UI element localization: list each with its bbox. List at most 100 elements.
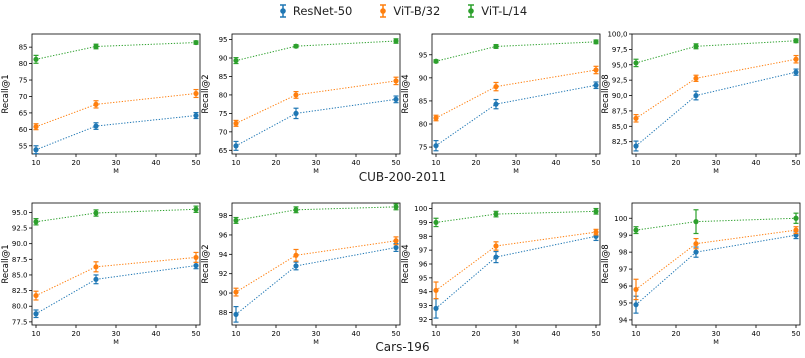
data-point-vit-l-14 [93,43,99,50]
y-axis-label: Recall@2 [201,244,211,283]
data-point-vit-l-14 [433,58,439,64]
vitb32-swatch-icon [380,4,387,18]
data-point-resnet-50 [293,110,299,116]
data-point-vit-l-14 [493,211,499,217]
y-tick-label: 65 [219,147,228,155]
data-point-vit-l-14 [633,60,639,66]
data-point-vit-b-32 [593,229,599,235]
legend-item-vitb32: ViT-B/32 [378,4,440,18]
data-point-resnet-50 [193,112,199,119]
y-tick-label: 85.0 [12,271,28,279]
x-tick-label: 40 [352,159,361,167]
y-tick-label: 92.5 [12,225,28,233]
y-tick-label: 82.5 [12,287,28,295]
data-point-vit-l-14 [433,219,439,226]
x-tick-label: 40 [152,159,161,167]
vitl14-swatch-icon [468,4,475,18]
y-tick-label: 65 [19,109,28,117]
resnet50-swatch-icon [279,4,286,18]
x-tick-label: 50 [392,330,401,338]
series-line-vit-l-14 [635,217,797,231]
panel-cub-200-2011-recall-8: 10 20 30 40 50 82,5 85,0 87,5 90,0 92,5 95,0 97,5 10… [601,31,800,176]
data-point-resnet-50 [493,101,499,107]
x-tick-label: 30 [312,159,321,167]
y-tick-label: 90.0 [12,240,28,248]
y-tick-label: 55 [19,142,28,150]
x-tick-label: 50 [392,159,401,167]
series-line-vit-b-32 [435,69,597,119]
y-tick-label: 85,0 [612,123,628,131]
y-tick-label: 85 [219,73,228,81]
y-tick-label: 80.0 [12,303,28,311]
data-point-vit-l-14 [793,215,799,221]
data-point-vit-l-14 [693,219,699,225]
data-point-resnet-50 [433,143,439,149]
x-tick-label: 40 [752,159,761,167]
row-title-cub: CUB-200-2011 [358,170,447,184]
y-tick-label: 100 [414,205,427,213]
data-point-resnet-50 [93,276,99,282]
data-point-resnet-50 [93,123,99,129]
data-point-resnet-50 [493,254,499,260]
y-tick-label: 96 [419,261,428,269]
y-tick-label: 100 [614,215,627,223]
series-line-vit-b-32 [35,256,197,297]
data-point-vit-l-14 [93,210,99,216]
series-line-vit-l-14 [35,42,197,60]
panel-cars-196-recall-4: 10 20 30 40 50 92 93 94 95 96 97 98 99 100 M Recall@4 [401,202,600,346]
series-line-vit-l-14 [635,40,797,64]
x-tick-label: 30 [312,330,321,338]
data-point-vit-b-32 [493,84,499,90]
series-line-resnet-50 [235,247,397,315]
series-line-vit-b-32 [635,58,797,119]
series-line-vit-b-32 [235,80,397,124]
data-point-vit-b-32 [293,92,299,98]
x-tick-label: 20 [272,330,281,338]
x-axis-label: M [113,167,119,175]
data-point-resnet-50 [433,305,439,311]
x-tick-label: 20 [472,330,481,338]
data-point-vit-b-32 [693,75,699,81]
data-point-resnet-50 [693,249,699,255]
data-point-resnet-50 [33,147,39,153]
x-tick-label: 50 [592,159,601,167]
data-point-vit-l-14 [633,227,639,233]
series-line-vit-l-14 [435,41,597,62]
x-tick-label: 30 [112,159,121,167]
y-tick-label: 80 [419,121,428,129]
panel-cub-200-2011-recall-1: 10 20 30 40 50 55 60 65 70 75 80 85 M Recall@1 [1,33,200,175]
x-axis-label: M [313,338,319,346]
x-tick-label: 30 [712,330,721,338]
x-tick-label: 20 [72,159,81,167]
data-point-vit-b-32 [793,56,799,62]
series-line-vit-l-14 [35,208,197,223]
y-tick-label: 95 [619,299,628,307]
x-tick-label: 10 [632,330,641,338]
data-point-vit-b-32 [33,292,39,299]
data-point-vit-b-32 [493,243,499,249]
data-point-vit-b-32 [433,287,439,293]
y-tick-label: 85 [419,97,428,105]
data-point-resnet-50 [793,69,799,75]
y-tick-label: 82,5 [612,138,628,146]
y-tick-label: 95 [219,36,228,44]
x-tick-label: 10 [32,159,41,167]
x-tick-label: 20 [272,159,281,167]
data-point-vit-b-32 [193,254,199,261]
x-tick-label: 20 [72,330,81,338]
y-axis-label: Recall@8 [601,74,611,113]
legend-item-vitl14: ViT-L/14 [466,4,527,18]
series-line-resnet-50 [635,71,797,147]
y-tick-label: 90 [219,290,228,298]
y-tick-label: 88 [219,309,228,317]
axes-frame [431,33,601,155]
y-tick-label: 92,5 [612,77,628,85]
y-tick-label: 70 [19,93,28,101]
legend-label-vitb32: ViT-B/32 [393,4,441,18]
x-tick-label: 40 [552,330,561,338]
x-axis-label: M [313,167,319,175]
data-point-vit-b-32 [433,115,439,121]
data-point-vit-b-32 [393,238,399,244]
data-point-vit-l-14 [793,38,799,44]
y-tick-label: 96 [219,231,228,239]
